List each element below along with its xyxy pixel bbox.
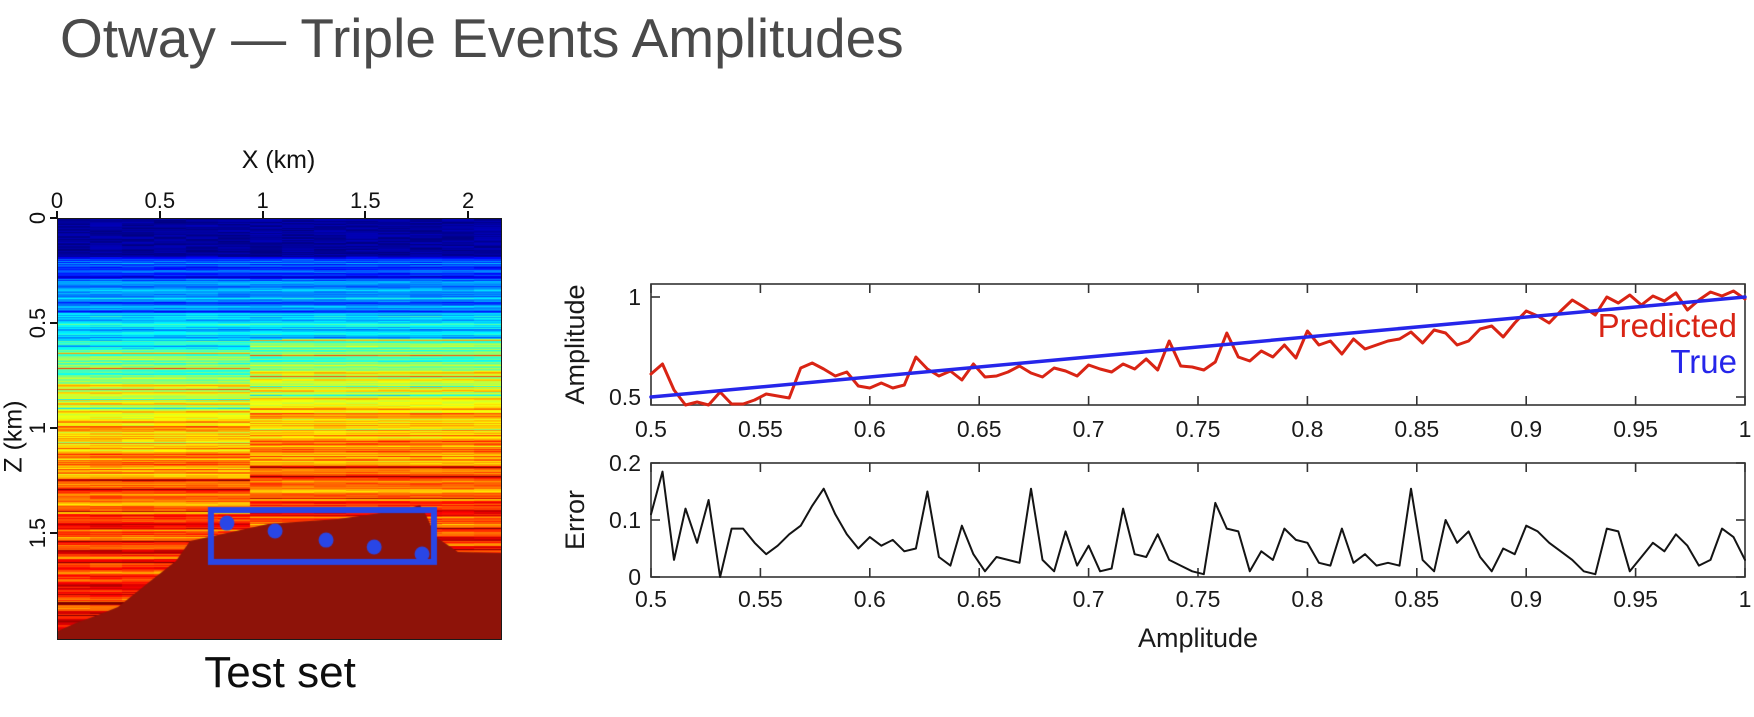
y-axis-label: Amplitude (560, 284, 590, 404)
x-tick-label: 0.95 (1613, 416, 1658, 442)
x-tick-label: 0.65 (957, 416, 1002, 442)
x-tick-label: 0.75 (1176, 586, 1221, 612)
test-set-caption: Test set (204, 648, 356, 697)
x-tick-label: 1 (1739, 586, 1752, 612)
x-tick-label: 0.8 (1291, 416, 1323, 442)
z-tick-label: 1 (25, 421, 50, 435)
z-tick-mark (50, 217, 57, 219)
y-axis-label: Error (560, 490, 590, 550)
x-tick-label: 1 (1739, 416, 1752, 442)
x-tick-label: 0.65 (957, 586, 1002, 612)
x-tick-label: 0 (50, 188, 64, 213)
z-tick-mark (50, 322, 57, 324)
y-tick-label: 0.5 (609, 384, 641, 410)
x-tick-label: 0.75 (1176, 416, 1221, 442)
x-tick-label: 0.7 (1073, 416, 1105, 442)
x-tick-label: 0.9 (1510, 586, 1542, 612)
x-tick-label: 0.5 (635, 416, 667, 442)
x-tick-label: 0.95 (1613, 586, 1658, 612)
x-tick-label: 0.8 (1291, 586, 1323, 612)
slide-title: Otway — Triple Events Amplitudes (60, 7, 904, 69)
x-tick-label: 0.7 (1073, 586, 1105, 612)
y-tick-label: 0.1 (609, 507, 641, 533)
x-tick-label: 0.85 (1394, 586, 1439, 612)
series-predicted (649, 289, 1747, 407)
x-tick-label: 0.85 (1394, 416, 1439, 442)
predicted-legend-label: Predicted (1598, 307, 1737, 344)
x-tick-label: 1.5 (350, 188, 381, 213)
x-tick-label: 0.55 (738, 586, 783, 612)
x-tick-label: 0.5 (144, 188, 176, 213)
plot-box (650, 462, 1746, 578)
plot-box (650, 283, 1746, 406)
x-tick-mark (56, 211, 58, 218)
x-tick-label: 1 (256, 188, 269, 213)
x-tick-mark (467, 211, 470, 218)
x-tick-label: 0.55 (738, 416, 783, 442)
y-tick-label: 0 (628, 564, 641, 590)
x-tick-label: 0.9 (1510, 416, 1542, 442)
seismic-image (57, 218, 502, 640)
y-tick-label: 0.2 (609, 455, 641, 476)
z-tick-mark (50, 532, 57, 534)
series-error (650, 470, 1746, 578)
x-axis-label: Amplitude (1138, 623, 1258, 653)
z-tick-label: 0 (25, 211, 50, 225)
x-tick-label: 0.6 (854, 416, 886, 442)
true-legend-label: True (1670, 343, 1737, 380)
seismic-x-axis-label: X (km) (241, 146, 316, 174)
x-tick-mark (158, 211, 161, 218)
x-tick-label: 0.6 (854, 586, 886, 612)
error-chart: 0.5 0.55 0.6 0.65 0.7 0.75 0.8 0.85 0.9 0.95 1 0 0.1… (560, 455, 1752, 653)
x-tick-label: 2 (462, 188, 475, 213)
series-true (649, 295, 1747, 399)
x-tick-mark (261, 211, 264, 218)
z-tick-mark (50, 427, 57, 429)
z-tick-label: 1.5 (25, 517, 50, 549)
x-tick-label: 0.5 (635, 586, 667, 612)
z-tick-label: 0.5 (25, 307, 50, 339)
x-tick-mark (364, 211, 367, 218)
amplitude-chart: 0.5 0.55 0.6 0.65 0.7 0.75 0.8 0.85 0.9 0.95 1 0.5 1… (560, 283, 1752, 442)
y-tick-label: 1 (628, 284, 641, 310)
